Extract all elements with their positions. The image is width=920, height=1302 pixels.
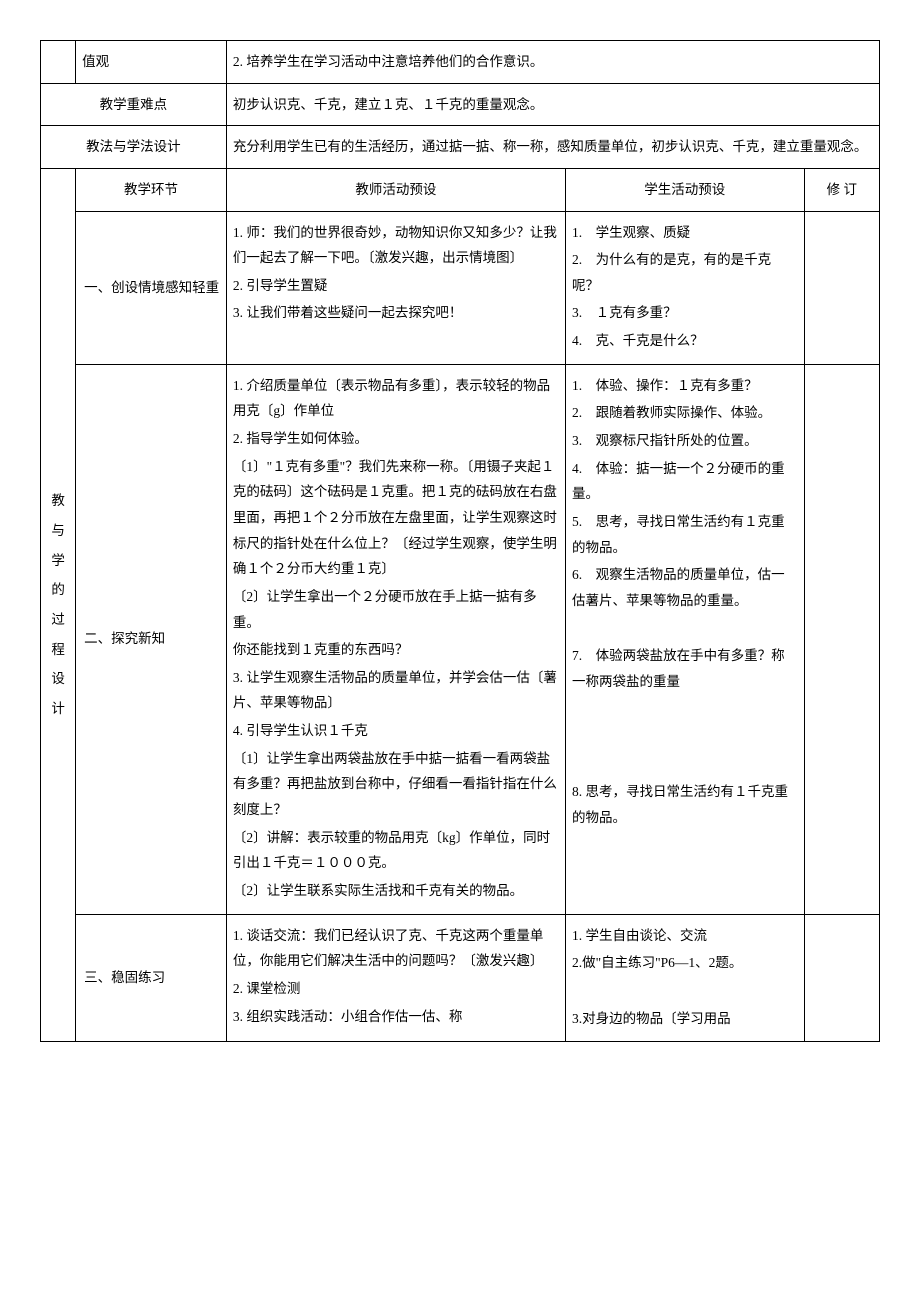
method-content: 充分利用学生已有的生活经历，通过掂一掂、称一称，感知质量单位，初步认识克、千克，… [226, 126, 879, 169]
header-student: 学生活动预设 [565, 168, 804, 211]
table-row: 三、稳固练习 1. 谈话交流：我们已经认识了克、千克这两个重量单位，你能用它们解… [41, 914, 880, 1042]
difficulty-label: 教学重难点 [41, 83, 227, 126]
process-vertical-label: 教与学的过程设计 [41, 168, 76, 1041]
section1-revise [804, 211, 879, 364]
section2-student: 1. 体验、操作：１克有多重？2. 跟随着教师实际操作、体验。3. 观察标尺指针… [565, 364, 804, 914]
table-row: 一、创设情境感知轻重 1. 师：我们的世界很奇妙，动物知识你又知多少？让我们一起… [41, 211, 880, 364]
lesson-plan-table: 值观 2. 培养学生在学习活动中注意培养他们的合作意识。 教学重难点 初步认识克… [40, 40, 880, 1042]
values-side-label [41, 41, 76, 84]
values-label: 值观 [76, 41, 227, 84]
section2-teacher: 1. 介绍质量单位〔表示物品有多重〕，表示较轻的物品用克〔g〕作单位2. 指导学… [226, 364, 565, 914]
header-revise: 修 订 [804, 168, 879, 211]
header-stage: 教学环节 [76, 168, 227, 211]
table-row: 二、探究新知 1. 介绍质量单位〔表示物品有多重〕，表示较轻的物品用克〔g〕作单… [41, 364, 880, 914]
section3-student: 1. 学生自由谈论、交流2.做"自主练习"P6—1、2题。 3.对身边的物品〔学… [565, 914, 804, 1042]
table-row: 教学重难点 初步认识克、千克，建立１克、１千克的重量观念。 [41, 83, 880, 126]
difficulty-content: 初步认识克、千克，建立１克、１千克的重量观念。 [226, 83, 879, 126]
section2-title: 二、探究新知 [76, 364, 227, 914]
table-row: 值观 2. 培养学生在学习活动中注意培养他们的合作意识。 [41, 41, 880, 84]
section3-title: 三、稳固练习 [76, 914, 227, 1042]
table-row: 教法与学法设计 充分利用学生已有的生活经历，通过掂一掂、称一称，感知质量单位，初… [41, 126, 880, 169]
section2-revise [804, 364, 879, 914]
header-teacher: 教师活动预设 [226, 168, 565, 211]
table-row: 教与学的过程设计 教学环节 教师活动预设 学生活动预设 修 订 [41, 168, 880, 211]
section3-revise [804, 914, 879, 1042]
values-content: 2. 培养学生在学习活动中注意培养他们的合作意识。 [226, 41, 879, 84]
method-label: 教法与学法设计 [41, 126, 227, 169]
section1-title: 一、创设情境感知轻重 [76, 211, 227, 364]
section1-student: 1. 学生观察、质疑2. 为什么有的是克，有的是千克呢？3. １克有多重？4. … [565, 211, 804, 364]
section1-teacher: 1. 师：我们的世界很奇妙，动物知识你又知多少？让我们一起去了解一下吧。〔激发兴… [226, 211, 565, 364]
section3-teacher: 1. 谈话交流：我们已经认识了克、千克这两个重量单位，你能用它们解决生活中的问题… [226, 914, 565, 1042]
